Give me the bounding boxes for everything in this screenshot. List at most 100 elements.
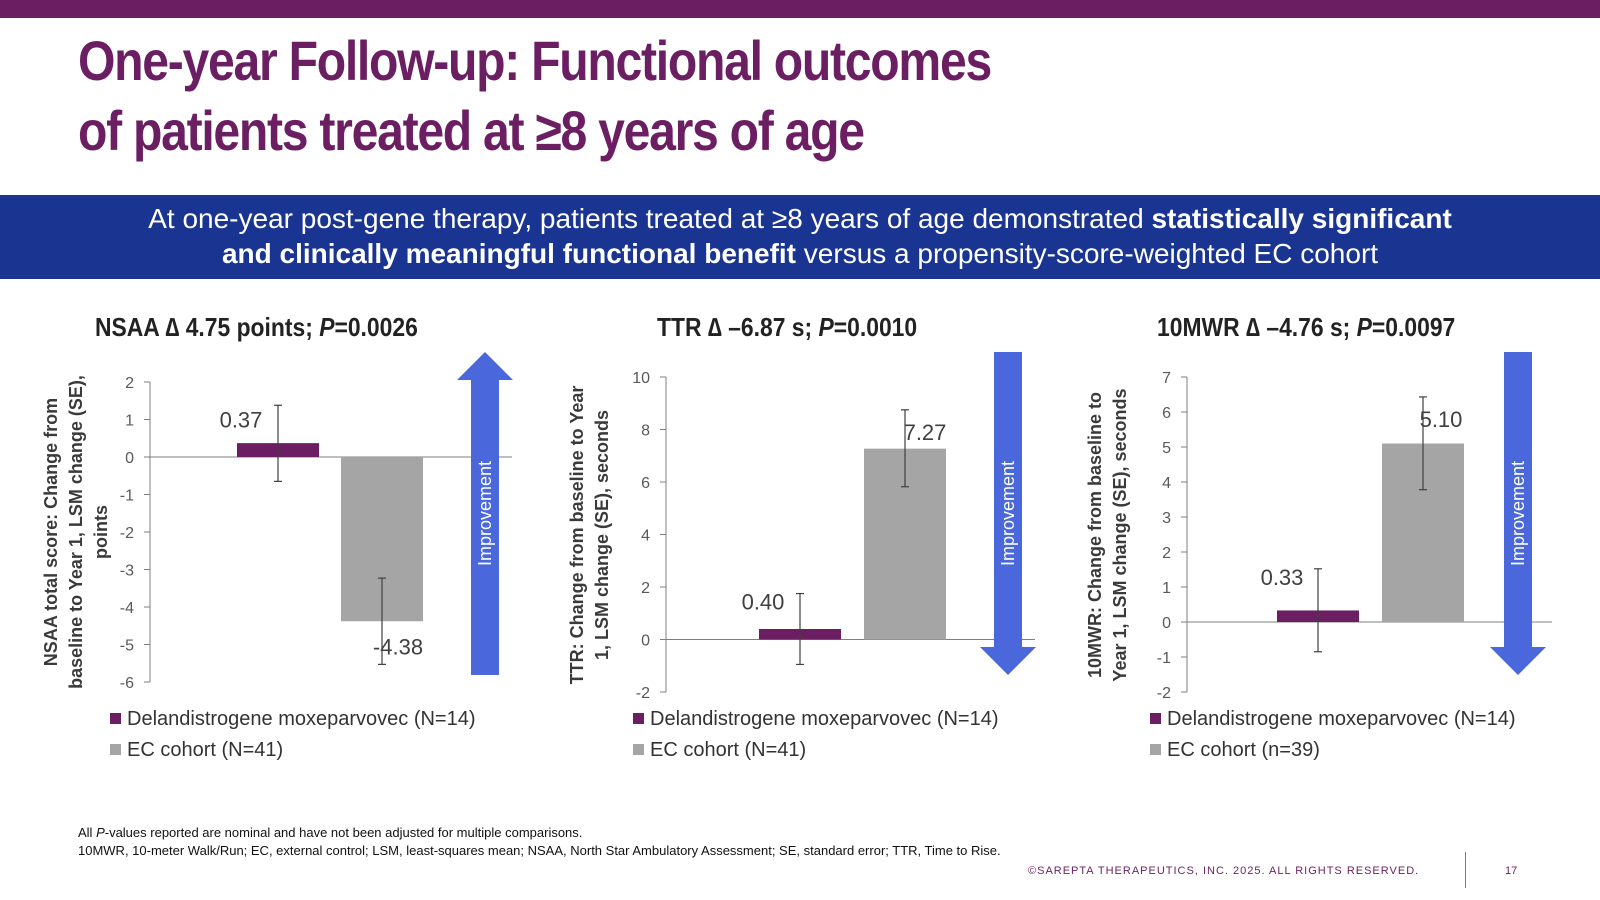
slide-title: One-year Follow-up: Functional outcomes … (78, 26, 992, 166)
y-tick-label: 3 (1162, 510, 1171, 527)
legend-label-treatment: Delandistrogene moxeparvovec (N=14) (1167, 708, 1516, 730)
banner-text-part-1: At one-year post-gene therapy, patients … (148, 203, 1152, 234)
y-tick-label: 4 (1162, 475, 1171, 492)
chart-title-ttr-p: P (818, 312, 834, 342)
y-tick-label: 2 (641, 580, 650, 597)
legend-label-treatment: Delandistrogene moxeparvovec (N=14) (127, 708, 476, 730)
y-tick-label: 6 (641, 475, 650, 492)
improvement-label: Improvement (1508, 461, 1528, 566)
chart-title-nsaa-p: P (319, 312, 335, 342)
y-tick-label: 7 (1162, 370, 1171, 387)
chart-title-nsaa-suffix: =0.0026 (334, 312, 418, 342)
y-axis-title-line: baseline to Year 1, LSM change (SE), (66, 375, 86, 689)
improvement-arrow-down-icon (1490, 352, 1546, 675)
footnotes: All P-values reported are nominal and ha… (78, 824, 1001, 860)
legend-label-ec: EC cohort (N=41) (650, 739, 807, 761)
key-message-banner: At one-year post-gene therapy, patients … (0, 195, 1600, 279)
footnote-pvalues-post: -values reported are nominal and have no… (104, 825, 583, 840)
chart-nsaa: 2 1 0 -1 -2 -3 -4 -5 -6 NSAA total score: Change … (41, 352, 513, 692)
y-tick-label: 10 (632, 370, 650, 387)
y-tick-label: 8 (641, 423, 650, 440)
y-tick-label: -6 (120, 675, 134, 692)
y-tick-label: 6 (1162, 405, 1171, 422)
y-tick-label: 4 (641, 528, 650, 545)
improvement-arrow-up-icon (457, 352, 513, 675)
chart-title-ttr-prefix: TTR ∆ –6.87 s; (657, 312, 819, 342)
y-tick-label: 0 (125, 450, 134, 467)
legend-swatch-treatment (110, 713, 121, 724)
y-tick-label: 1 (125, 413, 134, 430)
y-tick-label: 5 (1162, 440, 1171, 457)
footnote-pvalues: All P-values reported are nominal and ha… (78, 824, 1001, 842)
legend-item-ec: EC cohort (N=41) (633, 735, 999, 766)
data-label: 7.27 (904, 420, 947, 445)
legend-ttr: Delandistrogene moxeparvovec (N=14) EC c… (633, 704, 999, 766)
data-label: 0.40 (742, 590, 785, 615)
chart-title-ttr-suffix: =0.0010 (833, 312, 918, 342)
y-tick-label: -1 (1157, 650, 1171, 667)
improvement-arrow-down-icon (980, 352, 1036, 675)
y-tick-label: 0 (641, 633, 650, 650)
top-accent-bar (0, 0, 1600, 18)
legend-label-ec: EC cohort (n=39) (1167, 739, 1320, 761)
y-axis-title-line: NSAA total score: Change from (41, 398, 61, 666)
slide-title-line-2: of patients treated at ≥8 years of age (78, 99, 865, 162)
chart-title-ttr: TTR ∆ –6.87 s; P=0.0010 (657, 312, 917, 343)
legend-item-treatment: Delandistrogene moxeparvovec (N=14) (633, 704, 999, 735)
data-label: -4.38 (373, 634, 423, 659)
y-tick-label: 2 (125, 375, 134, 392)
y-axis-title-line: points (91, 505, 111, 559)
improvement-label: Improvement (475, 461, 495, 566)
chart-title-10mwr-prefix: 10MWR ∆ –4.76 s; (1157, 312, 1357, 342)
banner-bold-1: statistically significant (1151, 203, 1452, 234)
y-tick-label: -3 (120, 563, 134, 580)
y-axis-title-line: 1, LSM change (SE), seconds (592, 410, 612, 660)
y-tick-label: -4 (120, 600, 134, 617)
slide-title-line-1: One-year Follow-up: Functional outcomes (78, 29, 992, 92)
copyright: ©SAREPTA THERAPEUTICS, INC. 2025. ALL RI… (1028, 865, 1420, 877)
footnote-pvalues-pre: All (78, 825, 97, 840)
data-label: 0.33 (1261, 565, 1304, 590)
legend-label-treatment: Delandistrogene moxeparvovec (N=14) (650, 708, 999, 730)
y-tick-label: -2 (120, 525, 134, 542)
footer-divider (1465, 852, 1466, 888)
legend-label-ec: EC cohort (N=41) (127, 739, 284, 761)
improvement-label: Improvement (998, 461, 1018, 566)
y-axis-title-line: 10MWR: Change from baseline to (1085, 392, 1105, 678)
legend-swatch-treatment (1150, 713, 1161, 724)
legend-swatch-ec (633, 744, 644, 755)
chart-title-10mwr-p: P (1356, 312, 1372, 342)
legend-swatch-ec (1150, 744, 1161, 755)
banner-text-part-2: versus a propensity-score-weighted EC co… (796, 238, 1379, 269)
chart-title-nsaa: NSAA ∆ 4.75 points; P=0.0026 (95, 312, 418, 343)
legend-item-ec: EC cohort (N=41) (110, 735, 476, 766)
legend-swatch-ec (110, 744, 121, 755)
y-tick-label: 1 (1162, 580, 1171, 597)
chart-title-10mwr-suffix: =0.0097 (1371, 312, 1456, 342)
y-axis-title-line: TTR: Change from baseline to Year (567, 386, 587, 685)
y-tick-label: 2 (1162, 545, 1171, 562)
banner-bold-2: and clinically meaningful functional ben… (221, 238, 797, 269)
footnote-abbreviations: 10MWR, 10-meter Walk/Run; EC, external c… (78, 843, 1001, 858)
legend-10mwr: Delandistrogene moxeparvovec (N=14) EC c… (1150, 704, 1516, 766)
legend-item-treatment: Delandistrogene moxeparvovec (N=14) (110, 704, 476, 735)
chart-ttr: 10 8 6 4 2 0 -2 TTR: Change from baseline to Ye… (567, 352, 1036, 702)
y-tick-label: -2 (636, 685, 650, 702)
footnote-pvalues-italic: P (96, 825, 105, 840)
legend-swatch-treatment (633, 713, 644, 724)
chart-title-nsaa-prefix: NSAA ∆ 4.75 points; (95, 312, 320, 342)
y-tick-label: -1 (120, 488, 134, 505)
y-tick-label: -5 (120, 638, 134, 655)
data-label: 5.10 (1420, 407, 1463, 432)
data-label: 0.37 (220, 407, 263, 432)
legend-nsaa: Delandistrogene moxeparvovec (N=14) EC c… (110, 704, 476, 766)
page-number: 17 (1505, 865, 1518, 877)
legend-item-treatment: Delandistrogene moxeparvovec (N=14) (1150, 704, 1516, 735)
chart-title-10mwr: 10MWR ∆ –4.76 s; P=0.0097 (1157, 312, 1455, 343)
chart-10mwr: 7 6 5 4 3 2 1 0 -1 -2 10MWR: Change from baseline … (1085, 352, 1552, 702)
y-axis-title-line: Year 1, LSM change (SE), seconds (1110, 388, 1130, 681)
y-tick-label: -2 (1157, 685, 1171, 702)
y-tick-label: 0 (1162, 615, 1171, 632)
legend-item-ec: EC cohort (n=39) (1150, 735, 1516, 766)
